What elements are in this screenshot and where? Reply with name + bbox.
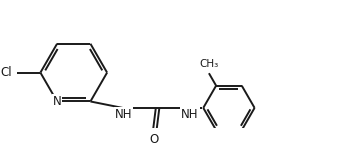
Text: NH: NH xyxy=(115,108,132,121)
Text: NH: NH xyxy=(181,108,199,121)
Text: O: O xyxy=(150,133,159,146)
Text: Cl: Cl xyxy=(1,66,12,79)
Text: CH₃: CH₃ xyxy=(199,59,219,69)
Text: N: N xyxy=(53,95,61,108)
